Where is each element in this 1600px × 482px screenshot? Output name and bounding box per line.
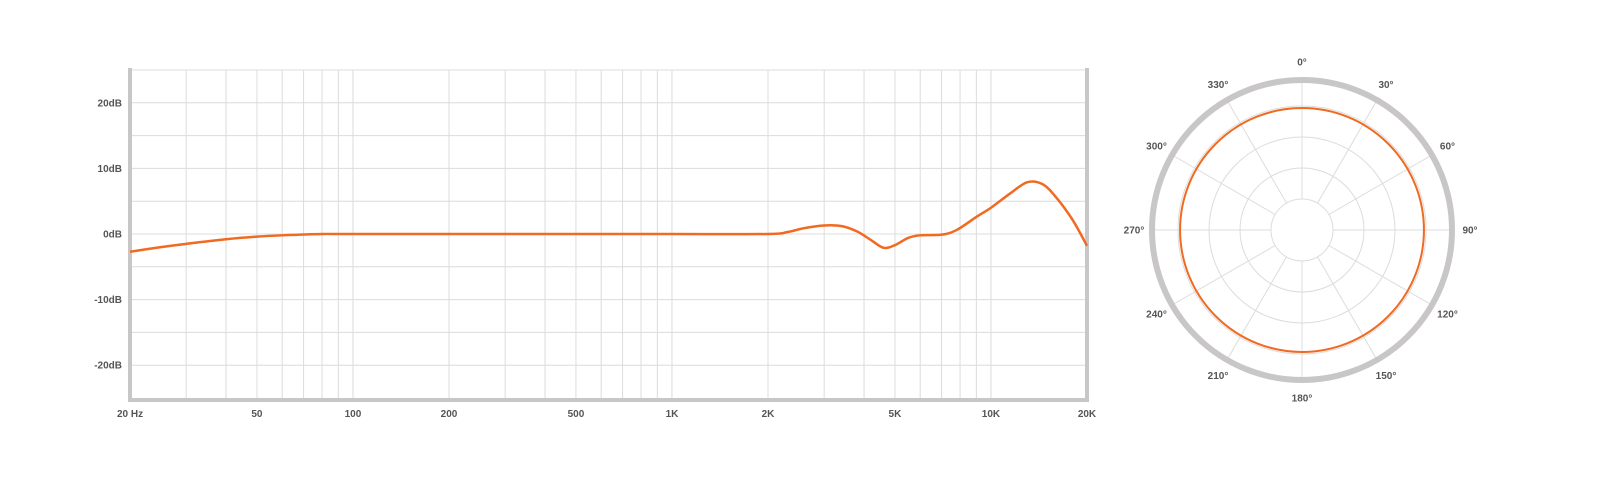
polar-spoke — [1171, 154, 1276, 215]
x-tick-label: 10K — [982, 409, 1001, 420]
x-tick-label: 1K — [666, 409, 680, 420]
polar-angle-label: 180° — [1292, 394, 1313, 405]
polar-spoke — [1328, 154, 1433, 215]
y-tick-label: 10dB — [98, 164, 122, 175]
polar-angle-label: 60° — [1440, 142, 1455, 153]
polar-angle-label: 240° — [1146, 310, 1167, 321]
x-tick-label: 20 Hz — [117, 409, 143, 420]
polar-spoke — [1171, 245, 1276, 306]
frequency-response-chart: 20dB 10dB 0dB -10dB -20dB 20 Hz 50 100 200 500 1K 2… — [94, 68, 1097, 420]
y-tick-label: -10dB — [94, 295, 122, 306]
x-tick-label: 5K — [889, 409, 903, 420]
x-tick-label: 100 — [345, 409, 362, 420]
polar-angle-label: 330° — [1208, 80, 1229, 91]
polar-angle-label: 210° — [1208, 371, 1229, 382]
x-tick-label: 20K — [1078, 409, 1097, 420]
polar-angle-label: 0° — [1297, 58, 1307, 69]
polar-outer-ring — [1149, 77, 1455, 383]
polar-angle-label: 90° — [1462, 226, 1477, 237]
x-tick-label: 500 — [568, 409, 585, 420]
y-tick-label: 20dB — [98, 98, 122, 109]
polar-spoke — [1317, 99, 1378, 204]
polar-spoke — [1328, 245, 1433, 306]
polar-pattern-curve — [1179, 107, 1425, 353]
polar-spoke — [1226, 256, 1287, 361]
polar-angle-label: 270° — [1124, 226, 1145, 237]
polar-angle-label: 120° — [1437, 310, 1458, 321]
x-tick-label: 200 — [441, 409, 458, 420]
polar-spoke — [1226, 99, 1287, 204]
polar-spoke — [1317, 256, 1378, 361]
polar-angle-label: 150° — [1376, 371, 1397, 382]
polar-pattern-chart: 0° 30° 60° 90° 120° 150° 180° 210° 240° 270° 300° 3… — [1124, 58, 1478, 405]
x-tick-label: 50 — [251, 409, 263, 420]
y-tick-label: 0dB — [103, 230, 122, 241]
polar-angle-label: 30° — [1378, 80, 1393, 91]
frequency-response-curve — [129, 180, 1089, 253]
polar-angle-label: 300° — [1146, 142, 1167, 153]
y-tick-label: -20dB — [94, 361, 122, 372]
x-tick-label: 2K — [762, 409, 776, 420]
polar-grid-ring — [1270, 198, 1334, 262]
